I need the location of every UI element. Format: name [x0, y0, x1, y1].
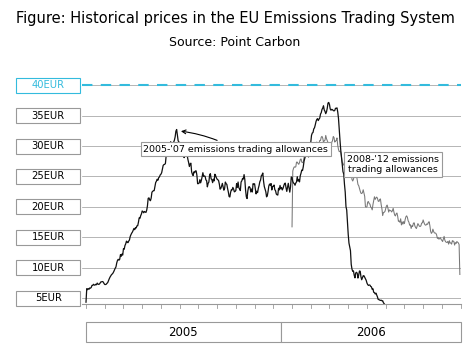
- Text: 25EUR: 25EUR: [31, 171, 65, 181]
- Text: 10EUR: 10EUR: [31, 263, 65, 273]
- Text: 5EUR: 5EUR: [35, 293, 62, 303]
- Text: 2006: 2006: [356, 325, 385, 339]
- Text: 30EUR: 30EUR: [31, 141, 65, 151]
- Text: 2005: 2005: [169, 325, 198, 339]
- Text: 35EUR: 35EUR: [31, 111, 65, 121]
- Text: Figure: Historical prices in the EU Emissions Trading System: Figure: Historical prices in the EU Emis…: [16, 11, 454, 26]
- Text: 15EUR: 15EUR: [31, 232, 65, 242]
- Text: 2005-'07 emissions trading allowances: 2005-'07 emissions trading allowances: [143, 130, 328, 154]
- Text: 2008-'12 emissions
trading allowances: 2008-'12 emissions trading allowances: [347, 154, 439, 174]
- Text: 40EUR: 40EUR: [31, 80, 65, 90]
- Text: Source: Point Carbon: Source: Point Carbon: [169, 36, 301, 49]
- Text: 20EUR: 20EUR: [31, 202, 65, 212]
